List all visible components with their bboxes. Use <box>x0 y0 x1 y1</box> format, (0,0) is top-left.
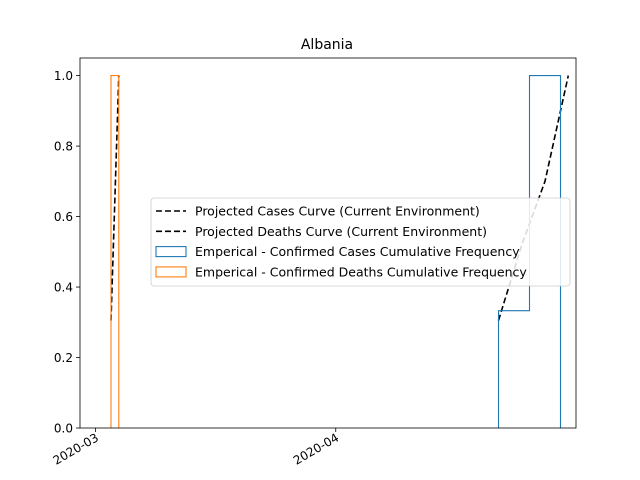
y-tick-label: 1.0 <box>54 69 73 83</box>
legend-label: Projected Cases Curve (Current Environme… <box>195 204 480 219</box>
chart-title: Albania <box>301 37 353 53</box>
series-4-line <box>110 75 120 428</box>
legend: Projected Cases Curve (Current Environme… <box>150 197 571 287</box>
y-tick-label: 0.4 <box>54 281 73 295</box>
legend-label: Emperical - Confirmed Cases Cumulative F… <box>195 244 520 259</box>
legend-box <box>150 197 571 287</box>
legend-swatch <box>155 266 187 278</box>
y-tick-label: 0.0 <box>54 422 73 436</box>
y-tick-label: 0.2 <box>54 351 73 365</box>
axes-frame <box>79 57 577 429</box>
legend-label: Emperical - Confirmed Deaths Cumulative … <box>195 264 527 279</box>
legend-label: Projected Deaths Curve (Current Environm… <box>195 224 487 239</box>
y-axis: 0.0 0.2 0.4 0.6 0.8 1.0 <box>54 69 80 436</box>
x-tick-label: 2020-03 <box>51 430 101 467</box>
y-tick-label: 0.8 <box>54 140 73 154</box>
x-tick-label: 2020-04 <box>291 430 341 467</box>
legend-swatch <box>155 246 187 258</box>
series-3-line <box>497 75 562 428</box>
y-tick-label: 0.6 <box>54 210 73 224</box>
x-axis: 2020-03 2020-04 <box>51 428 341 468</box>
series-2-line <box>110 75 120 321</box>
